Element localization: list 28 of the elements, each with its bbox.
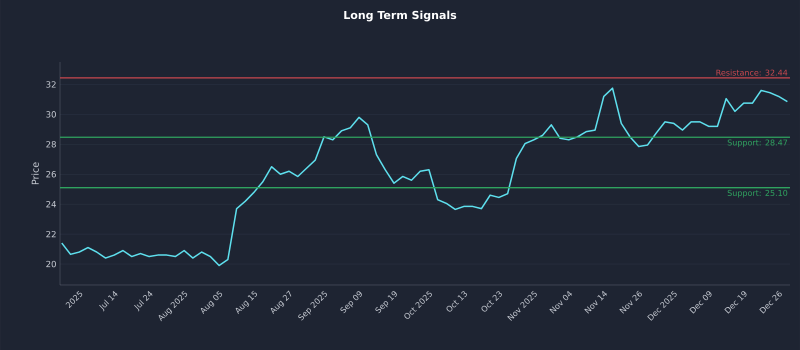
ref-line-label: Support: 25.10 bbox=[728, 190, 788, 198]
y-tick-label: 20 bbox=[46, 260, 56, 268]
x-tick-label: Nov 14 bbox=[584, 290, 607, 314]
x-tick-label: Dec 26 bbox=[759, 290, 782, 314]
x-tick-label: Sep 19 bbox=[375, 291, 397, 314]
ref-line-label: Support: 28.47 bbox=[728, 139, 788, 148]
y-tick-label: 28 bbox=[46, 141, 56, 148]
x-tick-label: Nov 26 bbox=[619, 290, 642, 314]
x-tick-label: Dec 09 bbox=[689, 291, 712, 314]
y-tick-label: 26 bbox=[46, 171, 56, 178]
x-tick-label: Nov 04 bbox=[549, 290, 572, 314]
x-tick-label: Aug 15 bbox=[236, 290, 258, 314]
x-tick-label: Jul 24 bbox=[134, 291, 153, 312]
y-tick-label: 24 bbox=[46, 201, 56, 208]
x-tick-label: Oct 13 bbox=[446, 291, 467, 312]
y-tick-label: 22 bbox=[46, 230, 56, 238]
line-series bbox=[61, 87, 788, 266]
x-tick-label: Sep 09 bbox=[340, 291, 362, 314]
x-tick-label: Jul 14 bbox=[99, 291, 118, 312]
y-tick-label: 32 bbox=[46, 81, 56, 88]
x-tick-label: Aug 05 bbox=[200, 290, 222, 314]
ref-line-label: Resistance: 32.44 bbox=[716, 69, 788, 76]
x-tick-label: Dec 19 bbox=[724, 291, 746, 314]
x-tick-label: Aug 27 bbox=[270, 290, 292, 314]
x-tick-label: Oct 23 bbox=[482, 291, 502, 312]
y-tick-label: 30 bbox=[46, 111, 56, 118]
y-axis-title: Price bbox=[31, 162, 39, 184]
chart-title: Long Term Signals bbox=[344, 10, 456, 22]
